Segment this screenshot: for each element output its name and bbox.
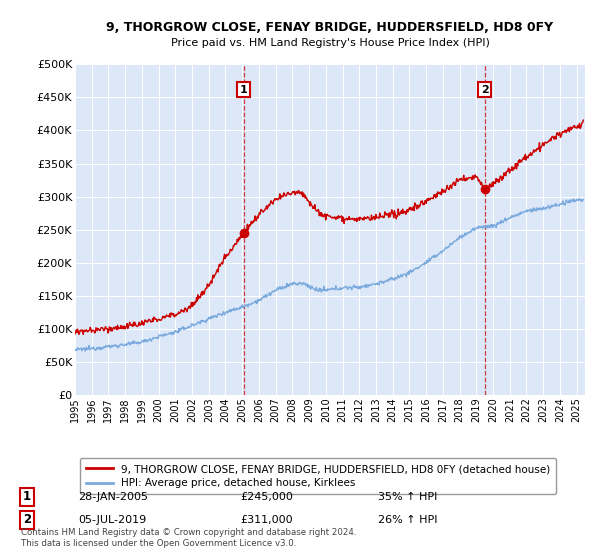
Text: 05-JUL-2019: 05-JUL-2019 bbox=[78, 515, 146, 525]
Text: 1: 1 bbox=[23, 490, 31, 503]
Text: Price paid vs. HM Land Registry's House Price Index (HPI): Price paid vs. HM Land Registry's House … bbox=[170, 38, 490, 48]
Text: 1: 1 bbox=[239, 85, 247, 95]
Text: 9, THORGROW CLOSE, FENAY BRIDGE, HUDDERSFIELD, HD8 0FY: 9, THORGROW CLOSE, FENAY BRIDGE, HUDDERS… bbox=[106, 21, 554, 34]
Text: £245,000: £245,000 bbox=[240, 492, 293, 502]
Legend: 9, THORGROW CLOSE, FENAY BRIDGE, HUDDERSFIELD, HD8 0FY (detached house), HPI: Av: 9, THORGROW CLOSE, FENAY BRIDGE, HUDDERS… bbox=[80, 458, 556, 494]
Text: 26% ↑ HPI: 26% ↑ HPI bbox=[378, 515, 437, 525]
Text: 2: 2 bbox=[23, 513, 31, 526]
Text: 35% ↑ HPI: 35% ↑ HPI bbox=[378, 492, 437, 502]
Text: 28-JAN-2005: 28-JAN-2005 bbox=[78, 492, 148, 502]
Text: £311,000: £311,000 bbox=[240, 515, 293, 525]
Text: 2: 2 bbox=[481, 85, 489, 95]
Text: Contains HM Land Registry data © Crown copyright and database right 2024.
This d: Contains HM Land Registry data © Crown c… bbox=[21, 528, 356, 548]
